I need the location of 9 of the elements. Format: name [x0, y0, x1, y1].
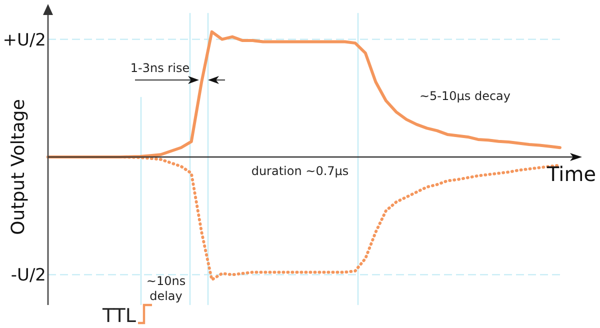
annotation: 1-3ns rise: [130, 61, 190, 75]
ref-line-label: -U/2: [10, 266, 46, 286]
text: TTL: [102, 305, 136, 327]
annotation: ~5-10μs decay: [419, 89, 511, 103]
y-axis-title: Output Voltage: [8, 99, 29, 235]
ref-line-label: +U/2: [2, 30, 46, 50]
annotation: duration ~0.7μs: [251, 164, 349, 178]
x-axis-title: Time: [546, 162, 596, 186]
annotation: ~10ns delay: [146, 274, 186, 303]
